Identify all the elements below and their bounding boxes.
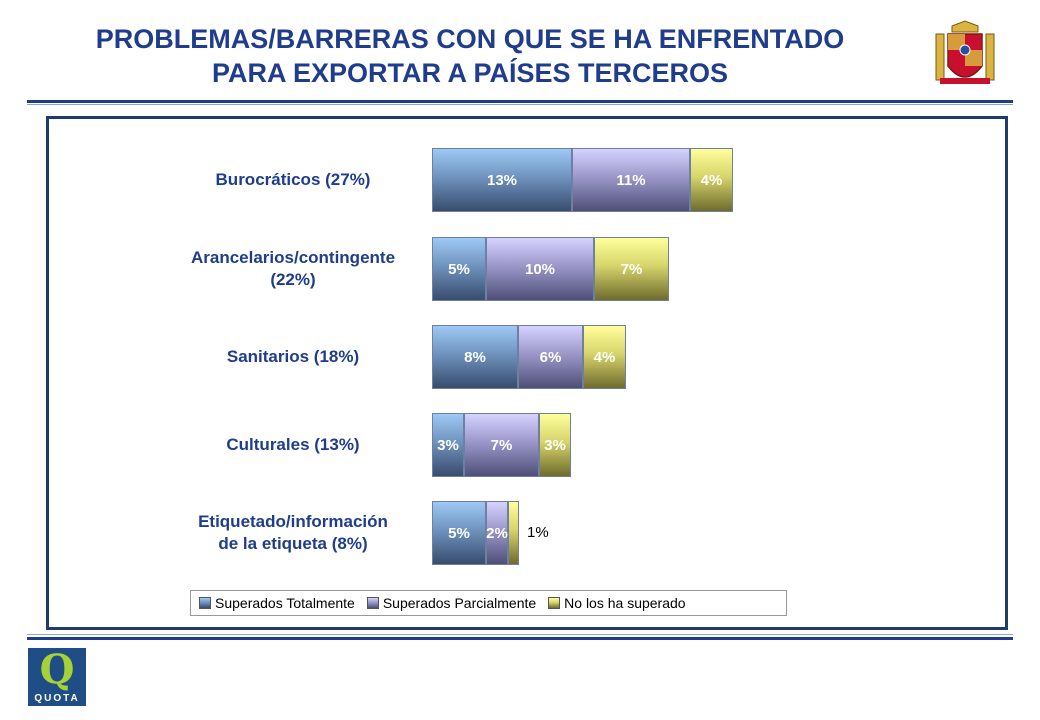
category-label-line: Sanitarios (18%) [226,347,360,366]
data-label: 11% [616,171,646,189]
category-label-line: Etiquetado/información [198,512,388,531]
bar-segment-superados-totalmente: 5% [432,237,486,301]
chart-legend: Superados Totalmente Superados Parcialmen… [190,590,787,616]
legend-swatch [199,597,211,609]
bar-segment-superados-totalmente: 13% [432,148,572,212]
footer-divider [27,634,1013,640]
data-label: 3% [544,436,566,454]
bar-segment-no-superado: 4% [583,325,626,389]
category-label-line: Arancelarios/contingente [190,248,396,267]
bar-segment-superados-totalmente: 5% [432,501,486,565]
legend-label: Superados Parcialmente [382,595,537,611]
bar-segment-superados-totalmente: 3% [432,413,464,477]
logo-letter: Q [39,646,75,693]
quota-logo-icon: Q QUOTA [28,648,86,706]
header-divider [27,100,1013,105]
data-label: 8% [464,348,486,366]
legend-item: Superados Totalmente [199,595,355,611]
data-label: 7% [490,436,513,454]
data-label: 5% [448,260,470,278]
data-label: 3% [437,436,459,454]
data-label: 10% [524,260,556,278]
bar-segment-superados-totalmente: 8% [432,325,518,389]
title-line-2: PARA EXPORTAR A PAÍSES TERCEROS [211,58,729,88]
legend-item: Superados Parcialmente [366,595,537,611]
bar-segment-superados-parcialmente: 11% [572,148,690,212]
category-label: Arancelarios/contingente (22%) [168,247,418,291]
legend-label: No los ha superado [564,595,686,611]
bar-segment-no-superado: 4% [690,148,733,212]
legend-item: No los ha superado [548,595,686,611]
data-label: 2% [486,524,508,542]
category-label: Etiquetado/información de la etiqueta (8%… [168,511,418,555]
category-label-line: Burocráticos (27%) [215,170,371,189]
spain-coat-of-arms-icon [935,20,995,84]
category-label: Burocráticos (27%) [168,169,418,191]
bar-segment-no-superado: 7% [594,237,669,301]
category-label: Culturales (13%) [168,434,418,456]
data-label: 7% [620,260,643,278]
data-label: 4% [593,348,616,366]
title-line-1: PROBLEMAS/BARRERAS CON QUE SE HA ENFRENT… [95,24,845,54]
chart-title: PROBLEMAS/BARRERAS CON QUE SE HA ENFRENT… [0,22,940,90]
bar-segment-superados-parcialmente: 2% [486,501,508,565]
data-label: 6% [539,348,562,366]
legend-swatch [366,597,379,609]
data-label: 5% [448,524,470,542]
bar-segment-no-superado [508,501,519,565]
logo-text: QUOTA [34,693,80,704]
category-label-line: de la etiqueta (8%) [218,534,368,553]
category-label: Sanitarios (18%) [168,346,418,368]
bar-segment-no-superado: 3% [539,413,571,477]
data-label: 1% [527,524,549,541]
bar-segment-superados-parcialmente: 7% [464,413,539,477]
data-label: 13% [486,171,518,189]
category-label-line: Culturales (13%) [226,435,360,454]
legend-label: Superados Totalmente [215,595,355,611]
bar-segment-superados-parcialmente: 10% [486,237,594,301]
legend-swatch [548,597,561,609]
data-label: 4% [700,171,723,189]
bar-segment-superados-parcialmente: 6% [518,325,583,389]
category-label-line: (22%) [270,270,316,289]
